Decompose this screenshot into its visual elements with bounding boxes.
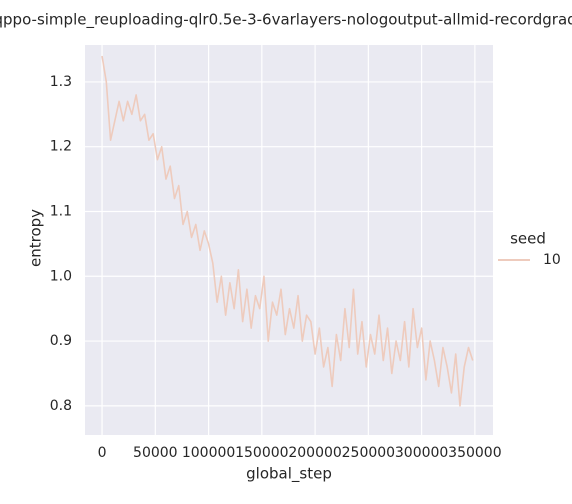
y-tick-label: 1.3 <box>50 74 72 90</box>
y-tick-label: 1.2 <box>50 139 72 155</box>
x-tick-label: 100000 <box>182 445 235 461</box>
x-tick-label: 0 <box>98 445 107 461</box>
y-tick-label: 0.9 <box>50 333 72 349</box>
x-tick-label: 150000 <box>235 445 288 461</box>
legend-label: 10 <box>543 252 561 268</box>
y-tick-label: 1.1 <box>50 203 72 219</box>
x-tick-label: 350000 <box>448 445 501 461</box>
x-tick-label: 200000 <box>288 445 341 461</box>
x-tick-label: 50000 <box>133 445 178 461</box>
x-axis-label: global_step <box>246 465 332 484</box>
y-axis-label: entropy <box>27 209 45 267</box>
x-tick-label: 250000 <box>342 445 395 461</box>
y-tick-label: 1.0 <box>50 268 72 284</box>
x-tick-label: 300000 <box>395 445 448 461</box>
legend-title: seed <box>510 230 546 248</box>
y-tick-label: 0.8 <box>50 398 72 414</box>
line <box>101 55 474 407</box>
chart-title: qppo-simple_reuploading-qlr0.5e-3-6varla… <box>0 11 572 30</box>
plot-area <box>85 45 493 435</box>
